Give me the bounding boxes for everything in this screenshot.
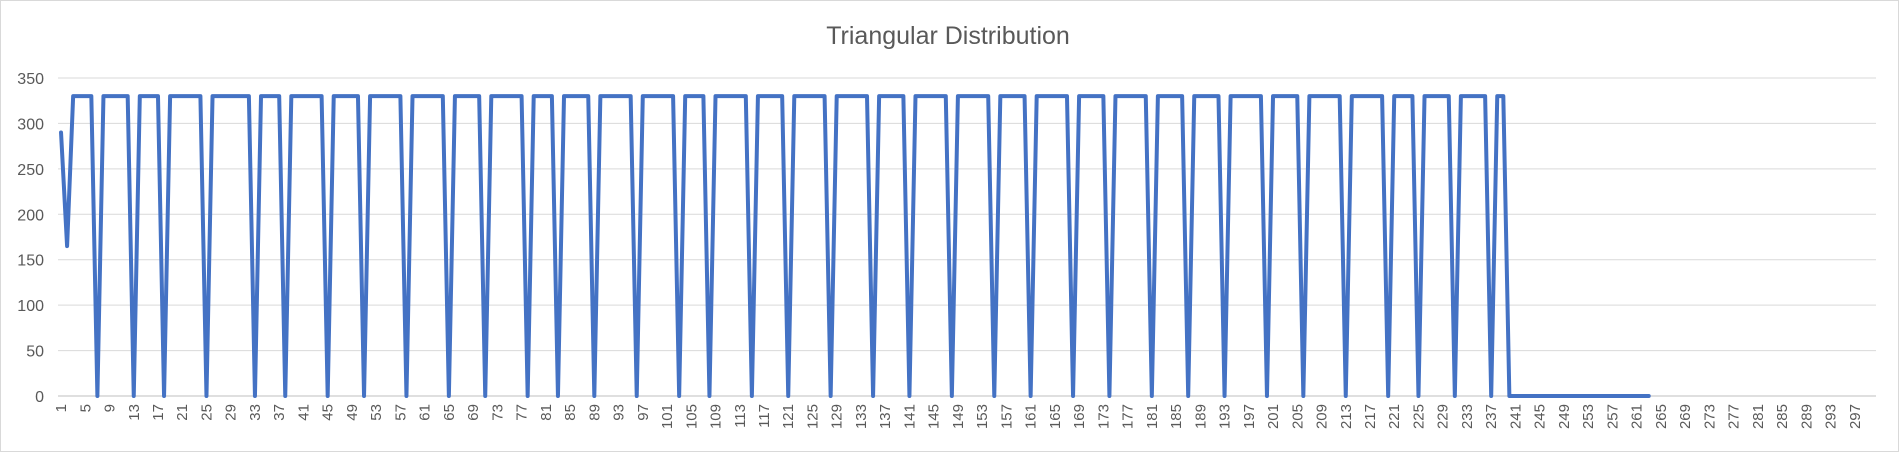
x-tick-label: 201 <box>1265 404 1282 429</box>
x-tick-label: 65 <box>441 404 458 421</box>
x-tick-label: 173 <box>1095 404 1112 429</box>
x-tick-label: 73 <box>489 404 506 421</box>
x-tick-label: 237 <box>1483 404 1500 429</box>
x-tick-label: 277 <box>1726 404 1743 429</box>
x-tick-label: 241 <box>1507 404 1524 429</box>
x-tick-label: 285 <box>1774 404 1791 429</box>
x-tick-label: 245 <box>1532 404 1549 429</box>
x-tick-label: 169 <box>1071 404 1088 429</box>
x-tick-label: 93 <box>611 404 628 421</box>
x-tick-label: 181 <box>1144 404 1161 429</box>
y-tick-label: 300 <box>17 116 44 133</box>
x-tick-label: 297 <box>1847 404 1864 429</box>
x-tick-label: 145 <box>926 404 943 429</box>
x-tick-label: 37 <box>271 404 288 421</box>
x-tick-label: 137 <box>877 404 894 429</box>
x-tick-label: 257 <box>1604 404 1621 429</box>
x-tick-label: 149 <box>950 404 967 429</box>
x-tick-label: 165 <box>1047 404 1064 429</box>
x-tick-label: 197 <box>1241 404 1258 429</box>
x-tick-label: 61 <box>417 404 434 421</box>
x-tick-label: 213 <box>1338 404 1355 429</box>
y-tick-label: 0 <box>35 389 44 406</box>
x-tick-label: 101 <box>659 404 676 429</box>
x-tick-label: 141 <box>901 404 918 429</box>
x-tick-label: 229 <box>1435 404 1452 429</box>
x-tick-label: 273 <box>1701 404 1718 429</box>
x-tick-label: 21 <box>174 404 191 421</box>
x-tick-label: 289 <box>1798 404 1815 429</box>
y-tick-label: 50 <box>26 344 44 361</box>
x-tick-label: 125 <box>804 404 821 429</box>
x-tick-label: 1 <box>53 404 70 412</box>
x-tick-label: 269 <box>1677 404 1694 429</box>
x-tick-label: 57 <box>392 404 409 421</box>
x-tick-label: 33 <box>247 404 264 421</box>
x-tick-label: 53 <box>368 404 385 421</box>
x-tick-label: 153 <box>974 404 991 429</box>
x-tick-label: 261 <box>1629 404 1646 429</box>
y-tick-label: 250 <box>17 162 44 179</box>
x-tick-label: 221 <box>1386 404 1403 429</box>
x-tick-label: 117 <box>756 404 773 428</box>
y-tick-label: 150 <box>17 253 44 270</box>
y-tick-label: 350 <box>17 71 44 88</box>
x-tick-label: 89 <box>586 404 603 421</box>
x-tick-label: 13 <box>126 404 143 421</box>
x-tick-label: 97 <box>635 404 652 421</box>
x-axis-tick-labels: 1 5 9 13 17 21 25 29 33 37 41 45 49 53 57 61 65 69 73 77 81 8… <box>53 404 1864 429</box>
x-tick-label: 5 <box>77 404 94 412</box>
x-tick-label: 9 <box>102 404 119 412</box>
series-layer <box>59 94 1651 398</box>
x-tick-label: 205 <box>1289 404 1306 429</box>
x-tick-label: 109 <box>708 404 725 429</box>
x-tick-label: 45 <box>320 404 337 421</box>
x-tick-label: 81 <box>538 404 555 421</box>
x-tick-label: 225 <box>1410 404 1427 429</box>
x-tick-label: 265 <box>1653 404 1670 429</box>
x-tick-label: 217 <box>1362 404 1379 429</box>
x-tick-label: 157 <box>998 404 1015 429</box>
x-tick-label: 77 <box>514 404 531 421</box>
x-tick-label: 253 <box>1580 404 1597 429</box>
x-tick-label: 209 <box>1314 404 1331 429</box>
x-tick-label: 193 <box>1217 404 1234 429</box>
x-tick-label: 189 <box>1192 404 1209 429</box>
x-tick-label: 281 <box>1750 404 1767 429</box>
x-tick-label: 49 <box>344 404 361 421</box>
x-tick-label: 129 <box>829 404 846 429</box>
x-tick-label: 113 <box>732 404 749 428</box>
x-tick-label: 85 <box>562 404 579 421</box>
x-tick-label: 29 <box>223 404 240 421</box>
x-tick-label: 177 <box>1120 404 1137 429</box>
x-tick-label: 121 <box>780 404 797 429</box>
x-tick-label: 133 <box>853 404 870 429</box>
y-tick-label: 200 <box>17 207 44 224</box>
chart-title: Triangular Distribution <box>826 22 1070 50</box>
x-tick-label: 161 <box>1023 404 1040 429</box>
y-axis-tick-labels: 0 50 100 150 200 250 300 350 <box>17 71 44 406</box>
x-tick-label: 41 <box>295 404 312 421</box>
x-tick-label: 69 <box>465 404 482 421</box>
series-line <box>59 94 1651 398</box>
x-tick-label: 185 <box>1168 404 1185 429</box>
x-tick-label: 17 <box>150 404 167 421</box>
x-tick-label: 233 <box>1459 404 1476 429</box>
x-tick-label: 249 <box>1556 404 1573 429</box>
x-tick-label: 293 <box>1823 404 1840 429</box>
x-tick-label: 105 <box>683 404 700 429</box>
y-tick-label: 100 <box>17 298 44 315</box>
x-tick-label: 25 <box>198 404 215 421</box>
